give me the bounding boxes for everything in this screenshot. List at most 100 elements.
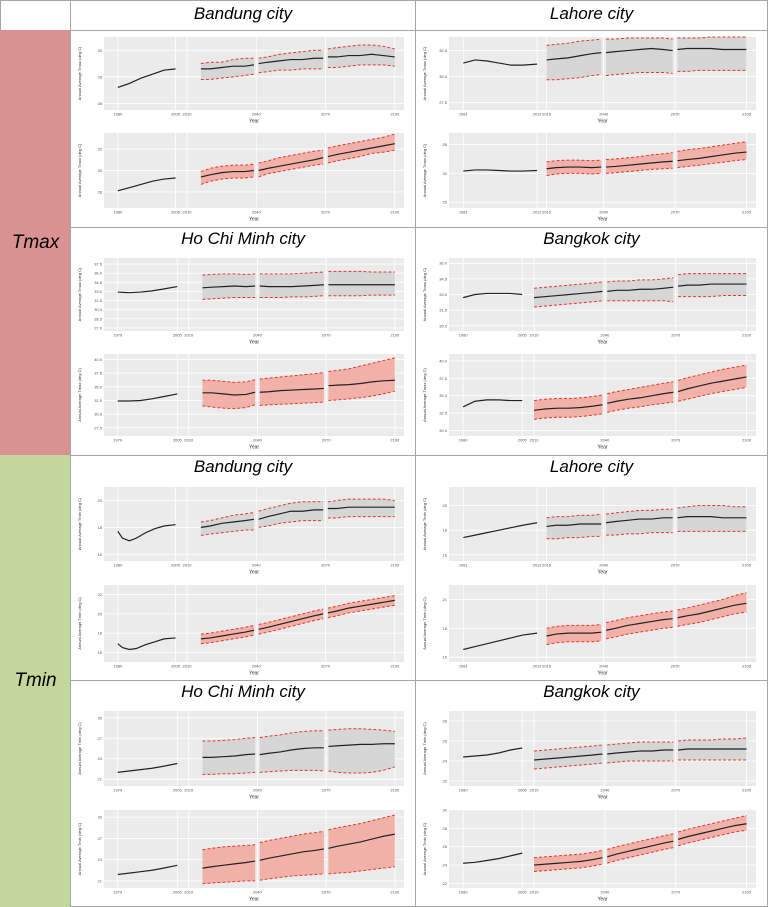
lower-bound-line	[606, 167, 673, 174]
y-tick-label: 20	[98, 611, 103, 616]
projection-band	[259, 831, 324, 881]
projection-band	[327, 134, 395, 163]
projection-median-line	[200, 169, 255, 178]
y-tick-label: 30.0	[439, 323, 448, 328]
x-axis-title: Year	[249, 671, 259, 677]
x-tick-label: 2010	[183, 210, 193, 215]
x-tick-label: 2005	[173, 438, 183, 443]
projection-median-line	[678, 748, 747, 751]
upper-bound-line	[202, 273, 256, 276]
x-tick-label: 2005	[173, 890, 183, 895]
x-tick-label: 2005	[173, 788, 183, 793]
plot-tmin-bangkok-rcp85: 22 24 26 28 30 1980 2005 2010 2040 2070 2100 Year An…	[422, 808, 756, 903]
x-tick-label: 2016	[542, 210, 552, 215]
lower-bound-line	[200, 176, 255, 185]
historical-line	[117, 68, 176, 89]
projection-median-line	[605, 618, 673, 631]
x-tick-label: 2012	[533, 210, 543, 215]
x-tick-label: 2070	[671, 563, 681, 568]
lower-bound-line	[327, 149, 395, 164]
projection-median-line	[605, 517, 673, 524]
y-tick-label: 28	[443, 719, 448, 724]
x-tick-label: 2100	[742, 664, 752, 669]
upper-bound-line	[258, 501, 324, 512]
y-tick-label: 28.5	[94, 316, 103, 321]
upper-bound-line	[328, 814, 395, 831]
x-axis-title: Year	[597, 671, 607, 677]
upper-bound-line	[200, 163, 255, 173]
upper-bound-line	[533, 281, 603, 289]
projection-median-line	[533, 404, 603, 411]
projection-band	[258, 50, 324, 73]
projection-band	[328, 271, 395, 296]
tmax-row-label: Tmax	[0, 30, 71, 456]
y-tick-label: 32	[98, 147, 103, 152]
x-tick-label: 2100	[742, 890, 752, 895]
y-tick-label: 27.0	[94, 325, 103, 330]
city-title-tmax-bandung: Bandung city	[193, 4, 293, 23]
y-tick-label: 15	[443, 655, 448, 660]
upper-bound-line	[607, 741, 674, 746]
x-tick-label: 1980	[459, 333, 469, 338]
x-tick-label: 2070	[671, 890, 681, 895]
tmax-label: Tmax	[11, 232, 60, 253]
plot-panel	[449, 810, 756, 888]
y-tick-label: 26	[443, 844, 448, 849]
x-tick-label: 1981	[459, 664, 469, 669]
x-tick-label: 2010	[183, 112, 193, 117]
x-tick-label: 2070	[671, 333, 681, 338]
y-tick-label: 18	[443, 626, 448, 631]
lower-bound-line	[533, 762, 603, 770]
projection-band	[327, 595, 395, 618]
lower-bound-line	[328, 866, 395, 875]
projection-median-line	[607, 840, 674, 858]
x-tick-label: 2070	[671, 664, 681, 669]
y-tick-label: 27.5	[439, 100, 448, 105]
tmin-label: Tmin	[14, 670, 57, 691]
y-axis-title: Annual Average Tmin (deg C)	[77, 597, 82, 650]
projection-band	[546, 624, 602, 645]
projection-median-line	[677, 151, 747, 162]
x-axis-title: Year	[249, 445, 259, 451]
y-axis-title: Annual Average Tmin (deg C)	[77, 822, 82, 875]
x-tick-label: 2010	[184, 333, 194, 338]
plot-panel	[104, 585, 404, 662]
x-tick-label: 2040	[253, 438, 263, 443]
upper-bound-line	[606, 152, 673, 161]
historical-line	[463, 632, 538, 651]
upper-bound-line	[533, 744, 603, 752]
lower-bound-line	[678, 295, 747, 298]
x-tick-label: 2070	[671, 788, 681, 793]
projection-median-line	[327, 599, 395, 614]
y-axis-title: Annual Average Tmax (deg C)	[77, 46, 82, 100]
x-tick-label: 2100	[742, 788, 752, 793]
y-tick-label: 30	[443, 171, 448, 176]
y-axis-title: Annual Average Tmax (deg C)	[422, 46, 427, 100]
x-tick-label: 2005	[518, 788, 528, 793]
lower-bound-line	[677, 386, 747, 402]
projection-median-line	[533, 857, 603, 866]
y-tick-label: 20	[98, 498, 103, 503]
plot-tmax-lahore-rcp85: 25 30 35 1981 2012 2016 2040 2070 2100 Year Annual…	[422, 133, 756, 223]
x-tick-label: 2005	[518, 890, 528, 895]
upper-bound-line	[546, 38, 602, 46]
lower-bound-line	[546, 535, 602, 540]
lower-bound-line	[607, 401, 674, 413]
projection-median-line	[327, 53, 395, 58]
city-title-tmax-lahore: Lahore city	[549, 4, 634, 23]
city-title-tmin-lahore: Lahore city	[549, 457, 634, 476]
projection-median-line	[259, 848, 324, 861]
upper-bound-line	[258, 49, 324, 59]
historical-line	[117, 286, 178, 294]
upper-bound-line	[677, 141, 747, 152]
y-axis-title: Annual Average Tmin (deg C)	[422, 722, 427, 775]
projection-median-line	[607, 749, 674, 755]
historical-line	[463, 852, 523, 864]
x-tick-label: 2040	[599, 112, 609, 117]
y-tick-label: 21	[98, 777, 103, 782]
upper-bound-line	[607, 381, 674, 395]
plot-tmin-hcm-rcp45: 21 24 27 30 1979 2005 2010 2040 2070 2100 Year Annu…	[77, 711, 404, 801]
projection-median-line	[607, 286, 674, 292]
projection-median-line	[200, 629, 255, 640]
x-tick-label: 2100	[390, 210, 400, 215]
